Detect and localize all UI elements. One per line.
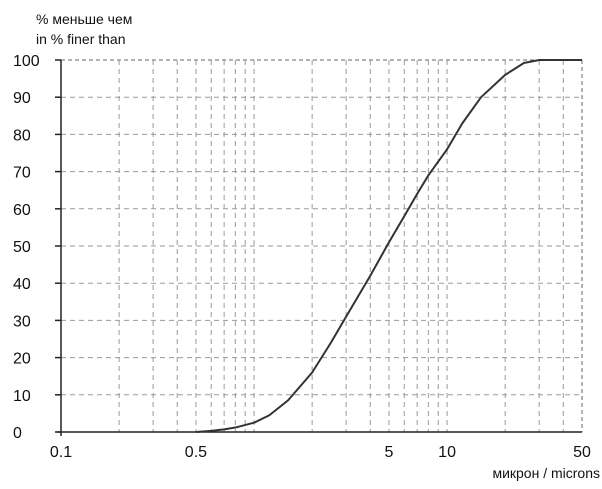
y-axis-title-line-2: in % finer than	[36, 31, 126, 47]
x-tick-label-1: 0.5	[185, 444, 207, 461]
y-axis-title-line-1: % меньше чем	[36, 11, 132, 27]
x-tick-label-2: 5	[385, 444, 394, 461]
x-tick-label-4: 50	[573, 444, 591, 461]
y-tick-label-70: 70	[13, 165, 31, 182]
series-line-0	[195, 59, 582, 433]
tick-labels: 0 10 20 30 40 50 60 70 80 90 100 0.1 0.5 5 10 50	[13, 53, 591, 461]
y-tick-label-0: 0	[13, 425, 22, 442]
x-axis-title: микрон / microns	[492, 465, 600, 481]
grid	[61, 59, 583, 432]
y-tick-label-50: 50	[13, 239, 31, 256]
x-tick-label-3: 10	[438, 444, 456, 461]
y-tick-label-90: 90	[13, 90, 31, 107]
y-tick-label-60: 60	[13, 202, 31, 219]
axes	[55, 59, 582, 436]
y-tick-label-20: 20	[13, 351, 31, 368]
y-tick-label-80: 80	[13, 127, 31, 144]
y-tick-label-10: 10	[13, 388, 31, 405]
y-tick-label-30: 30	[13, 313, 31, 330]
y-tick-label-100: 100	[13, 53, 40, 70]
series	[195, 59, 582, 433]
y-tick-label-40: 40	[13, 276, 31, 293]
x-tick-label-0: 0.1	[50, 444, 72, 461]
